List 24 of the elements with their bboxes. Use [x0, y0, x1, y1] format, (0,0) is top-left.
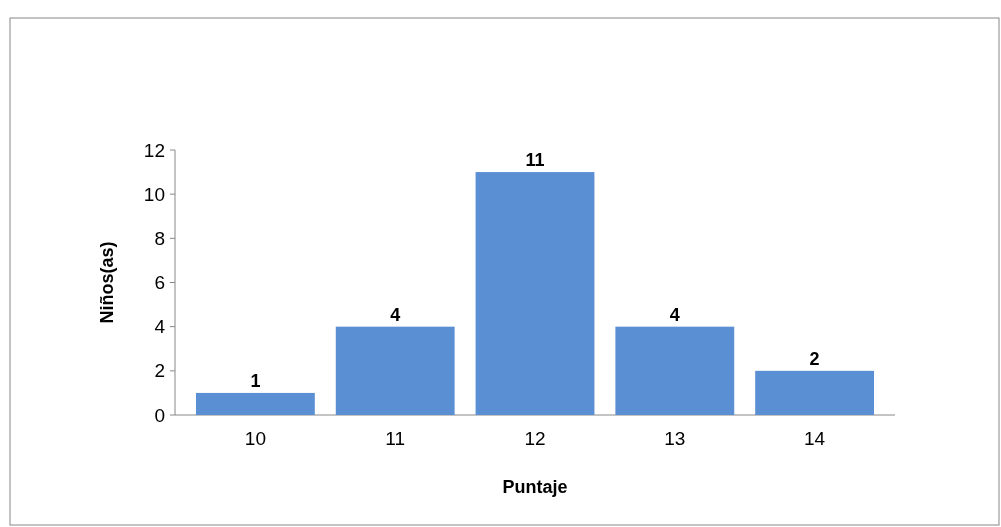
y-tick-label: 8: [154, 227, 165, 249]
bar: [755, 370, 875, 415]
y-tick-label: 0: [154, 404, 165, 426]
x-tick-label: 10: [244, 428, 266, 449]
y-tick-label: 10: [143, 183, 165, 205]
bar: [195, 392, 315, 415]
data-label: 11: [525, 150, 545, 171]
y-tick-label: 4: [154, 316, 166, 338]
x-tick-label: 12: [524, 428, 546, 449]
x-axis-title: Puntaje: [502, 477, 568, 497]
bar: [615, 326, 735, 415]
x-tick-label: 11: [385, 428, 406, 449]
y-tick-label: 6: [154, 272, 165, 294]
x-tick-label: 13: [664, 428, 686, 449]
x-tick-label: 14: [804, 428, 826, 449]
y-tick-label: 12: [143, 139, 165, 161]
bar: [335, 326, 455, 415]
bar: [475, 172, 595, 415]
data-label: 4: [390, 304, 401, 325]
y-axis-title: Niños(as): [97, 241, 117, 324]
data-label: 2: [809, 348, 820, 369]
data-label: 1: [250, 370, 261, 391]
y-tick-label: 2: [154, 360, 165, 382]
data-label: 4: [669, 304, 680, 325]
